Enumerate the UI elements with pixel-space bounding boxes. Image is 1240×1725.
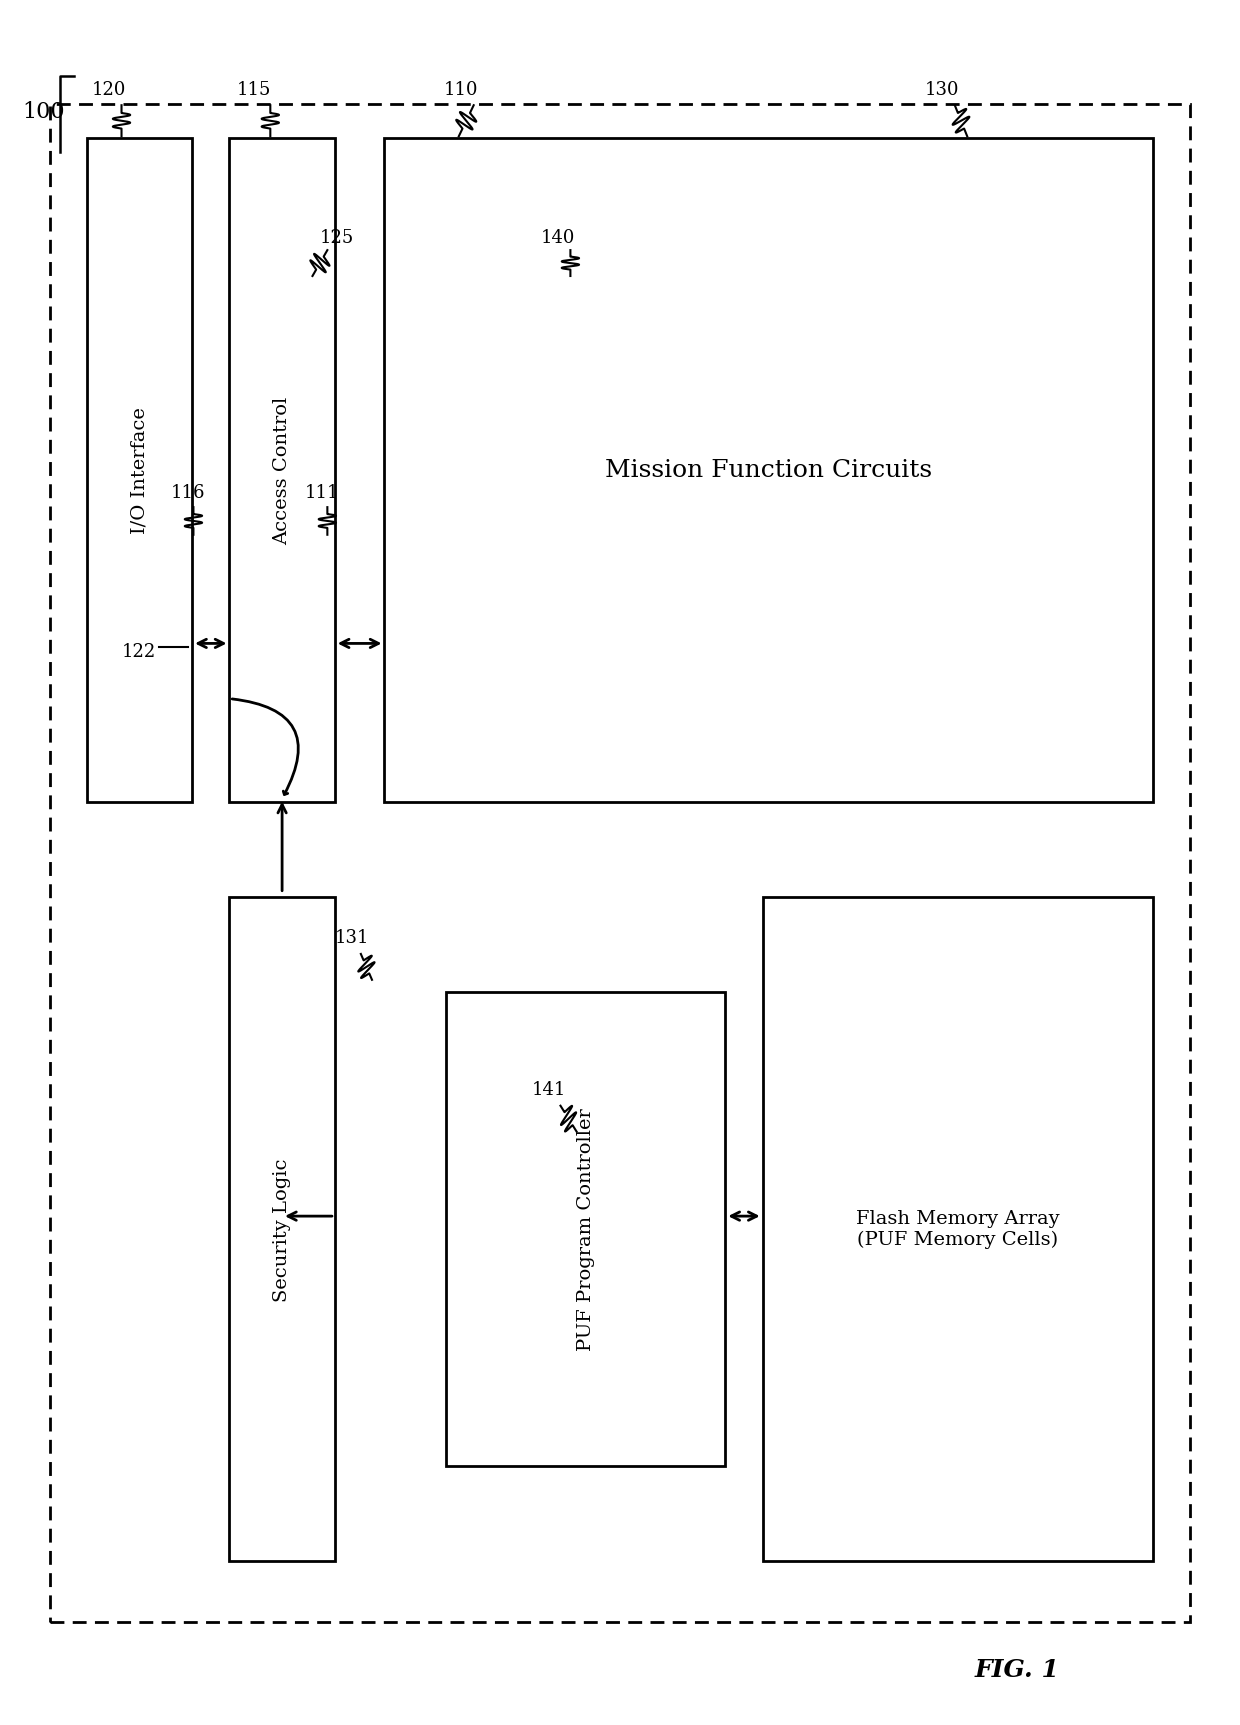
- FancyBboxPatch shape: [50, 104, 1190, 1621]
- Text: 122: 122: [122, 643, 156, 661]
- FancyBboxPatch shape: [446, 992, 725, 1466]
- Text: PUF Program Controller: PUF Program Controller: [577, 1109, 595, 1351]
- Text: 120: 120: [92, 81, 126, 98]
- Text: 116: 116: [171, 485, 206, 502]
- FancyArrowPatch shape: [232, 699, 299, 795]
- FancyBboxPatch shape: [763, 897, 1153, 1561]
- FancyBboxPatch shape: [384, 138, 1153, 802]
- Text: I/O Interface: I/O Interface: [130, 407, 149, 535]
- Text: 130: 130: [925, 81, 960, 98]
- Text: Access Control: Access Control: [273, 397, 291, 545]
- Text: 115: 115: [237, 81, 272, 98]
- Text: 141: 141: [532, 1082, 567, 1099]
- Text: 140: 140: [541, 229, 575, 247]
- Text: Flash Memory Array
(PUF Memory Cells): Flash Memory Array (PUF Memory Cells): [856, 1211, 1060, 1249]
- Text: 131: 131: [335, 930, 370, 947]
- Text: Mission Function Circuits: Mission Function Circuits: [605, 459, 932, 483]
- Text: 110: 110: [444, 81, 479, 98]
- Text: Security Logic: Security Logic: [273, 1157, 291, 1302]
- Text: 111: 111: [305, 485, 340, 502]
- Text: 100: 100: [22, 102, 64, 122]
- FancyBboxPatch shape: [229, 138, 335, 802]
- FancyBboxPatch shape: [87, 138, 192, 802]
- FancyBboxPatch shape: [229, 897, 335, 1561]
- Text: 125: 125: [320, 229, 355, 247]
- Text: FIG. 1: FIG. 1: [975, 1658, 1059, 1682]
